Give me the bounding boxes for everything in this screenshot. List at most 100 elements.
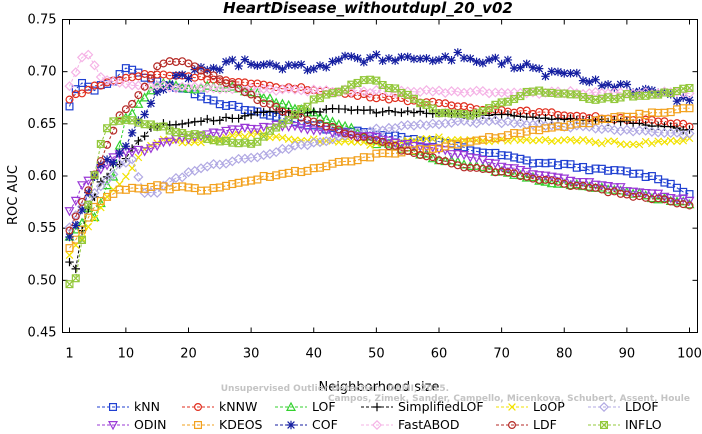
point-FastABOD-marker — [446, 86, 457, 97]
point-COF-marker — [77, 205, 87, 215]
point-COF-marker — [365, 53, 375, 62]
point-SimplifiedLOF-marker — [616, 117, 625, 126]
point-LOF-marker — [565, 179, 576, 190]
point-LoOP-marker — [591, 138, 600, 147]
point-LoOP-marker — [660, 138, 669, 146]
point-LoOP-marker — [535, 136, 544, 144]
point-INFLO-marker — [685, 84, 694, 92]
point-SimplifiedLOF-marker — [403, 106, 412, 116]
point-INFLO-marker — [341, 85, 350, 94]
point-LOF-marker — [540, 176, 551, 186]
point-LDF-marker — [378, 137, 387, 146]
point-COF-marker — [259, 60, 268, 69]
point-LDOF-marker — [634, 125, 645, 136]
point-LOF-marker — [571, 178, 582, 189]
point-COF-marker — [127, 128, 137, 138]
point-LoOP-marker — [391, 139, 399, 147]
point-ODIN-marker — [640, 188, 651, 199]
point-ODIN-marker — [177, 133, 188, 144]
point-LoOP-marker — [422, 134, 431, 143]
point-INFLO-marker — [685, 83, 694, 92]
point-COF-marker — [278, 64, 287, 74]
point-LDOF-marker — [271, 147, 282, 158]
point-LDOF-marker — [64, 222, 75, 233]
point-COF-marker — [572, 68, 581, 78]
point-INFLO-marker — [159, 122, 168, 131]
point-LOF-marker — [258, 92, 269, 102]
point-ODIN-marker — [408, 141, 419, 152]
point-ODIN-marker — [433, 145, 445, 155]
point-kNNW-marker — [297, 83, 306, 92]
series-KDEOS — [65, 104, 694, 253]
point-LoOP-marker — [416, 135, 425, 144]
point-ODIN-marker — [77, 181, 88, 191]
point-LOF-marker — [321, 113, 332, 124]
point-COF-marker — [347, 52, 356, 61]
legend-KDEOS-marker — [194, 421, 203, 430]
legend-kNN-marker — [108, 403, 117, 412]
point-ODIN-marker — [158, 138, 169, 148]
point-COF-marker — [378, 56, 387, 66]
point-LOF-marker — [527, 171, 538, 182]
point-COF-marker — [328, 57, 337, 66]
point-ODIN-marker — [258, 122, 269, 133]
point-COF-marker — [228, 55, 237, 65]
point-LDOF-marker — [402, 119, 413, 131]
legend-label-kNNW: kNNW — [219, 399, 257, 414]
credit-line-1: Unsupervised Outlier Detection. DAMI, 20… — [221, 384, 449, 394]
series-COF — [65, 48, 694, 242]
point-COF-marker — [71, 221, 80, 230]
point-COF-marker — [428, 56, 437, 66]
point-ODIN-marker — [252, 125, 263, 135]
point-SimplifiedLOF-marker — [322, 105, 331, 114]
point-LDOF-marker — [371, 123, 382, 134]
point-LDOF-marker — [646, 126, 657, 137]
point-SimplifiedLOF-marker — [196, 117, 206, 126]
point-COF-marker — [597, 81, 607, 91]
point-COF-marker — [628, 88, 638, 97]
y-tick-label: 0.50 — [28, 273, 57, 288]
point-ODIN-marker — [327, 128, 338, 139]
legend-label-SimplifiedLOF: SimplifiedLOF — [398, 399, 484, 414]
point-LDOF-marker — [465, 116, 476, 128]
point-FastABOD-marker — [283, 83, 294, 94]
point-COF-marker — [221, 57, 231, 66]
point-FastABOD-marker — [496, 87, 507, 98]
point-COF-marker — [303, 66, 312, 75]
point-INFLO-marker — [65, 280, 74, 289]
point-COF-marker — [616, 80, 625, 89]
point-COF-marker — [240, 55, 250, 64]
point-ODIN-marker — [628, 187, 639, 197]
point-ODIN-marker — [202, 130, 213, 140]
point-COF-marker — [315, 61, 325, 70]
legend-item-COF: COF — [275, 417, 338, 432]
point-LDOF-marker — [653, 127, 664, 138]
point-LDF-marker — [228, 80, 237, 89]
point-COF-marker — [234, 61, 243, 71]
point-LDOF-marker — [603, 122, 614, 134]
point-LDF-marker — [128, 99, 137, 108]
point-LDOF-marker — [427, 118, 438, 129]
x-tick-label: 60 — [431, 347, 448, 362]
legend-LDOF-marker — [598, 401, 610, 413]
point-FastABOD-marker — [296, 85, 307, 96]
point-ODIN-marker — [83, 176, 94, 186]
point-INFLO-marker — [284, 116, 293, 125]
point-ODIN-marker — [427, 143, 438, 153]
point-ODIN-marker — [646, 189, 657, 199]
point-LDOF-marker — [609, 124, 620, 135]
point-LoOP-marker — [560, 136, 569, 144]
point-LoOP-marker — [541, 135, 550, 144]
point-COF-marker — [102, 155, 112, 164]
point-FastABOD-marker — [164, 82, 175, 93]
legend-item-kNNW: kNNW — [182, 399, 257, 414]
point-ODIN-marker — [465, 153, 476, 163]
point-COF-marker — [65, 232, 74, 242]
point-LoOP-marker — [616, 140, 625, 148]
point-COF-marker — [271, 61, 281, 71]
legend-item-LDF: LDF — [496, 417, 557, 432]
point-LDF-marker — [84, 186, 93, 195]
point-kNNW-marker — [84, 85, 93, 94]
point-LoOP-marker — [604, 137, 612, 145]
point-LDF-marker — [272, 102, 281, 111]
